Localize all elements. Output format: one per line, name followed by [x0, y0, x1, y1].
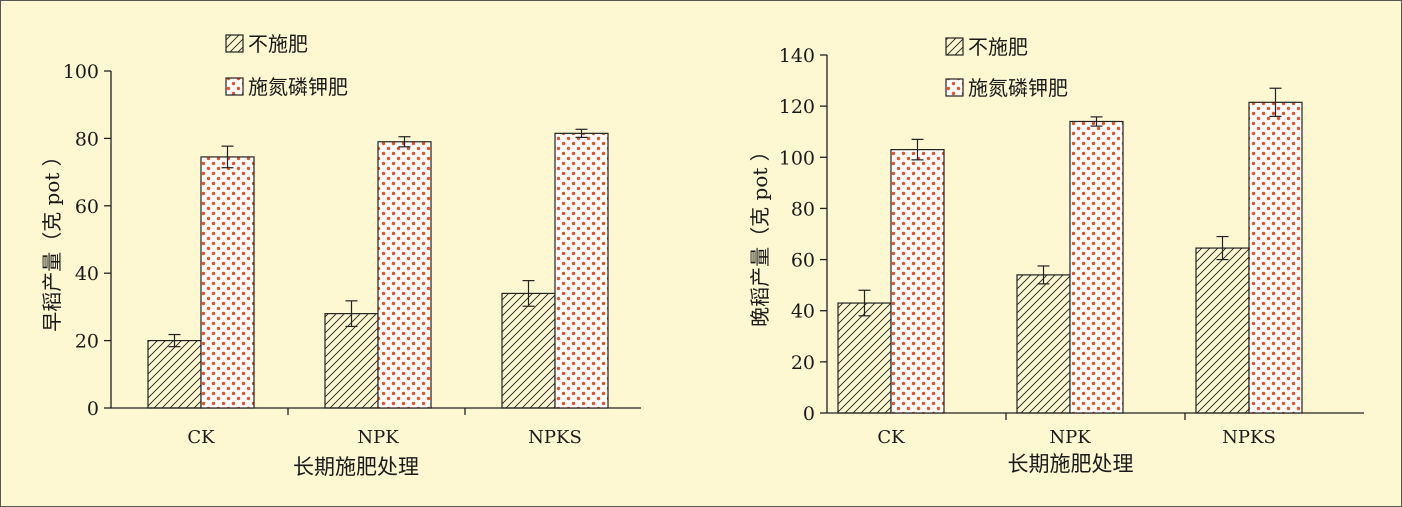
y-tick-label: 100: [779, 147, 815, 169]
bar: [147, 340, 202, 409]
x-axis-title: 长期施肥处理: [293, 455, 419, 479]
y-tick-label: 80: [791, 198, 815, 220]
x-axis-title: 长期施肥处理: [1008, 452, 1134, 476]
y-tick-label: 60: [791, 250, 815, 272]
bar: [377, 141, 432, 409]
y-tick-label: 40: [75, 263, 99, 285]
y-tick-label: 100: [63, 61, 99, 83]
y-tick-label: 0: [803, 403, 815, 425]
y-tick-label: 120: [779, 96, 815, 118]
legend-label: 不施肥: [248, 32, 308, 56]
y-tick-label: 0: [87, 398, 99, 420]
x-tick-label: NPK: [1049, 427, 1091, 448]
legend-swatch: [945, 78, 964, 97]
bar: [324, 313, 379, 409]
y-axis-title: 早稻产量（克 pot ）: [40, 146, 64, 332]
bar: [890, 149, 945, 414]
y-tick-label: 80: [75, 128, 99, 150]
bar: [1016, 274, 1071, 414]
y-tick-label: 40: [791, 301, 815, 323]
bar: [200, 156, 255, 409]
x-tick-label: CK: [877, 427, 905, 448]
legend-label: 施氮磷钾肥: [248, 75, 348, 99]
bar: [837, 302, 892, 414]
bar: [1069, 120, 1124, 414]
x-tick-label: NPKS: [1222, 427, 1276, 448]
y-axis-title: 晚稻产量（克 pot ）: [748, 141, 772, 327]
x-tick-label: NPK: [357, 427, 399, 448]
legend-label: 施氮磷钾肥: [968, 76, 1068, 100]
legend-label: 不施肥: [968, 35, 1028, 59]
x-tick-label: NPKS: [528, 427, 582, 448]
y-tick-label: 20: [791, 352, 815, 374]
bar: [1248, 101, 1303, 414]
x-tick-label: CK: [187, 427, 215, 448]
bar: [1195, 247, 1250, 414]
y-tick-label: 60: [75, 196, 99, 218]
y-tick-label: 140: [779, 45, 815, 67]
bar: [554, 132, 609, 409]
legend-swatch: [225, 77, 244, 96]
y-tick-label: 20: [75, 331, 99, 353]
legend-swatch: [945, 37, 964, 56]
bar: [501, 292, 556, 409]
legend-swatch: [225, 34, 244, 53]
